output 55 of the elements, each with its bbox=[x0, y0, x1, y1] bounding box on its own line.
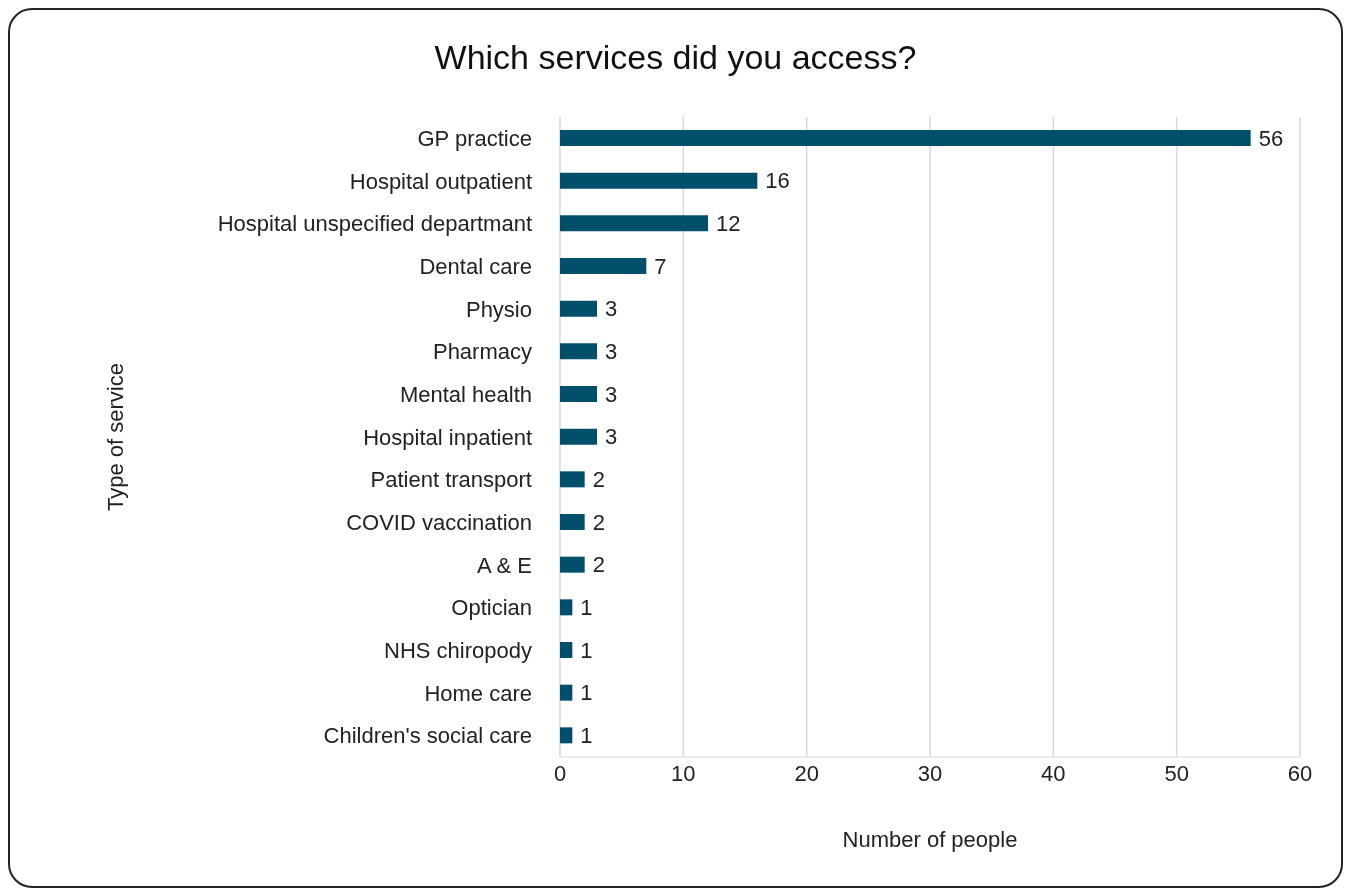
x-tick-label: 30 bbox=[917, 760, 943, 786]
x-tick-label: 20 bbox=[794, 760, 819, 786]
y-tick-label: Children's social care bbox=[323, 723, 532, 749]
y-tick-label: Mental health bbox=[399, 382, 532, 408]
bar bbox=[560, 386, 597, 402]
data-label: 12 bbox=[716, 211, 741, 237]
x-tick-label: 60 bbox=[1287, 760, 1313, 786]
data-label: 3 bbox=[605, 424, 618, 450]
y-tick-label: Pharmacy bbox=[432, 339, 532, 365]
bar bbox=[560, 471, 585, 488]
data-label: 1 bbox=[580, 723, 593, 749]
bar bbox=[560, 556, 585, 573]
y-tick-label: Optician bbox=[451, 595, 532, 621]
y-tick-label: NHS chiropody bbox=[384, 638, 532, 664]
data-label: 1 bbox=[580, 680, 593, 706]
data-label: 56 bbox=[1258, 125, 1284, 151]
bar bbox=[560, 130, 1251, 146]
y-tick-label: Home care bbox=[424, 680, 532, 706]
data-label: 2 bbox=[592, 509, 605, 535]
data-label: 1 bbox=[580, 637, 593, 663]
y-tick-label: Hospital unspecified departmant bbox=[217, 211, 532, 237]
x-tick-label: 50 bbox=[1164, 760, 1189, 786]
x-tick-label: 40 bbox=[1041, 760, 1066, 786]
bar bbox=[560, 599, 573, 616]
data-label: 16 bbox=[765, 168, 790, 194]
x-tick-label: 10 bbox=[671, 760, 696, 786]
y-tick-label: COVID vaccination bbox=[346, 510, 532, 536]
data-label: 2 bbox=[592, 552, 605, 578]
bar bbox=[560, 215, 708, 232]
chart-title: Which services did you access? bbox=[433, 38, 918, 77]
y-tick-label: Physio bbox=[465, 296, 532, 322]
bar bbox=[560, 343, 597, 360]
y-tick-label: Hospital outpatient bbox=[349, 168, 532, 194]
y-tick-label: Dental care bbox=[419, 254, 532, 280]
x-tick-label: 0 bbox=[553, 760, 567, 786]
bar bbox=[560, 258, 647, 274]
bar bbox=[560, 172, 758, 189]
y-tick-label: Hospital inpatient bbox=[363, 424, 532, 450]
x-axis-title: Number of people bbox=[842, 827, 1018, 852]
data-label: 3 bbox=[605, 296, 618, 322]
bar bbox=[560, 642, 573, 658]
y-tick-label: GP practice bbox=[417, 126, 532, 152]
y-tick-label: A & E bbox=[476, 552, 532, 578]
data-label: 2 bbox=[592, 467, 605, 493]
data-label: 3 bbox=[605, 381, 618, 407]
y-tick-label: Patient transport bbox=[370, 467, 532, 493]
bar bbox=[560, 684, 573, 701]
bar bbox=[560, 727, 573, 744]
data-label: 7 bbox=[654, 253, 667, 279]
bar bbox=[560, 428, 597, 445]
data-label: 1 bbox=[580, 595, 593, 621]
y-axis-title: Type of service bbox=[102, 363, 128, 511]
bar bbox=[560, 514, 585, 530]
data-label: 3 bbox=[605, 339, 618, 365]
bar bbox=[560, 300, 597, 317]
